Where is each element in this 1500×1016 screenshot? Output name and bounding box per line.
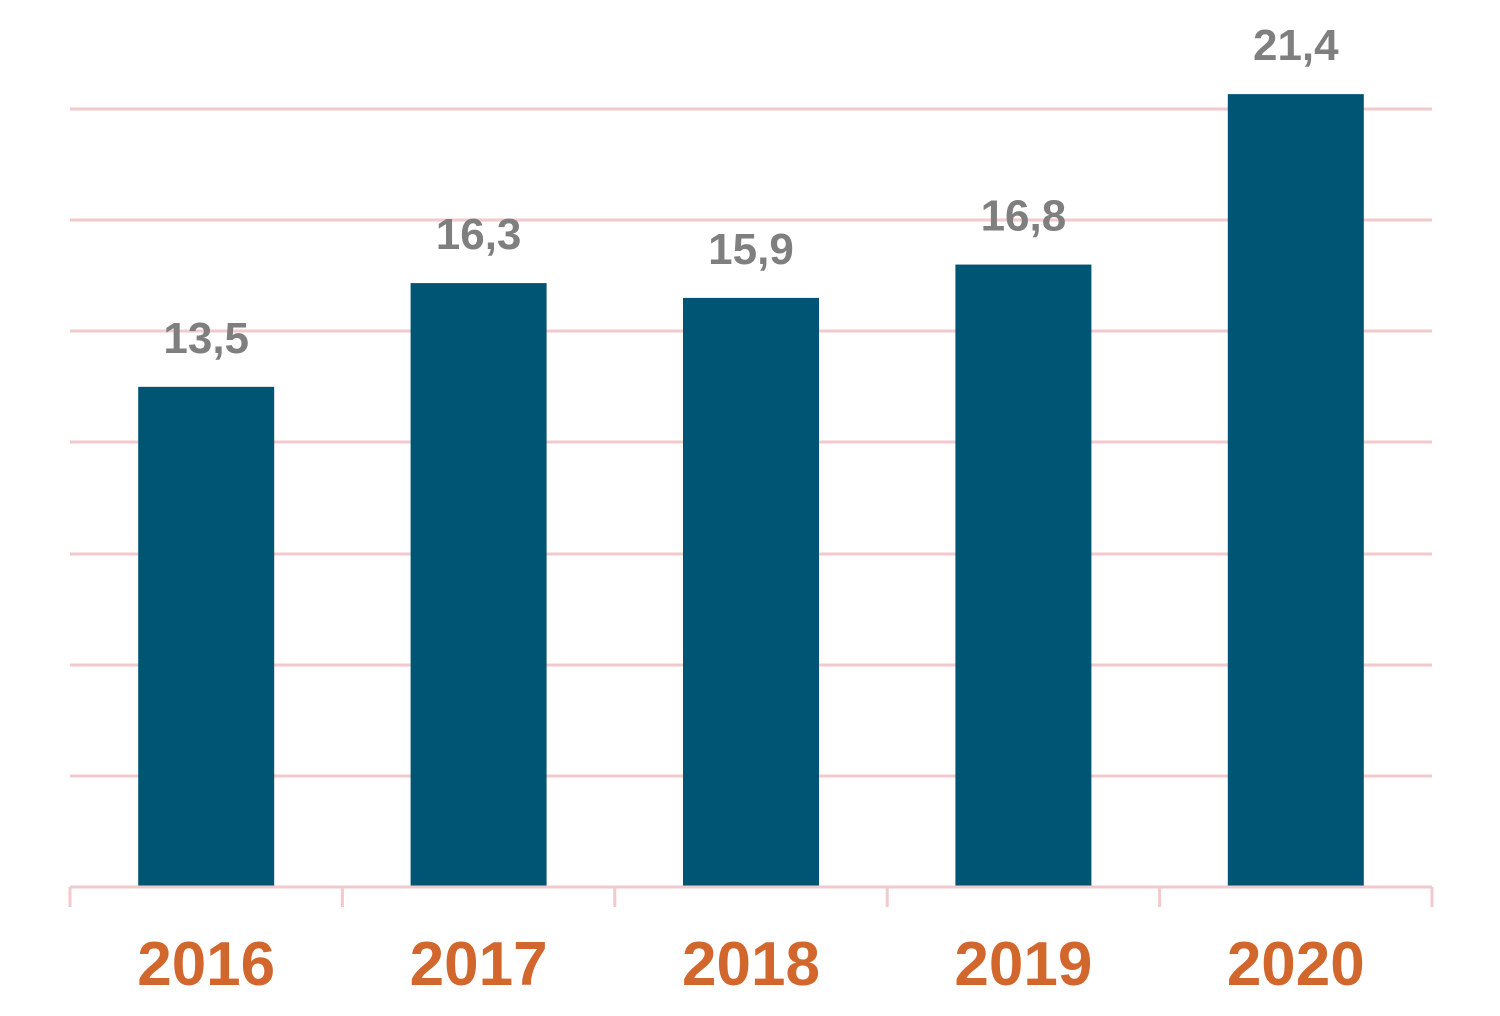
data-label-2017: 16,3	[436, 210, 522, 259]
x-tick-label-2020: 2020	[1227, 930, 1365, 999]
x-tick-label-2016: 2016	[137, 930, 275, 999]
x-axis	[68, 885, 1434, 907]
x-tick-label-2019: 2019	[954, 930, 1092, 999]
data-label-2019: 16,8	[981, 192, 1067, 241]
x-tick-label-2018: 2018	[682, 930, 820, 999]
x-tick-label-2017: 2017	[410, 930, 548, 999]
bar-2016	[138, 386, 275, 887]
data-label-2016: 13,5	[163, 314, 249, 363]
bar-2018	[683, 297, 819, 887]
data-label-2020: 21,4	[1253, 21, 1339, 70]
bar-2020	[1227, 94, 1364, 887]
bar-2019	[955, 264, 1092, 887]
bar-2017	[410, 283, 547, 888]
data-label-2018: 15,9	[708, 225, 794, 274]
bars	[138, 94, 1364, 888]
category-labels: 2016 2017 2018 2019 2020	[137, 930, 1365, 999]
data-labels: 13,5 16,3 15,9 16,8 21,4	[163, 21, 1339, 363]
